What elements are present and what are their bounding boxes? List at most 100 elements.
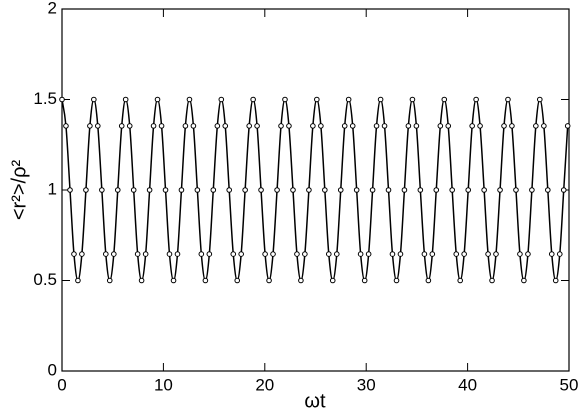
data-point <box>198 251 205 257</box>
data-point <box>465 187 472 193</box>
x-axis-label: ωt <box>304 390 326 412</box>
y-axis-label: <r²>/ρ² <box>8 160 30 221</box>
data-point <box>521 277 527 284</box>
data-point <box>111 251 117 257</box>
data-point <box>226 187 233 193</box>
data-point <box>87 123 93 129</box>
data-point <box>349 123 356 129</box>
data-point <box>461 251 467 257</box>
data-point <box>517 251 523 257</box>
data-point <box>182 123 189 129</box>
data-point <box>246 123 252 129</box>
data-point <box>103 251 109 257</box>
data-point <box>373 123 380 129</box>
data-point <box>91 96 97 103</box>
data-point <box>138 277 145 284</box>
data-point <box>314 96 320 103</box>
data-point <box>445 123 452 129</box>
data-point <box>429 251 436 257</box>
data-point <box>238 251 244 257</box>
data-point <box>274 187 280 193</box>
data-point <box>67 187 73 193</box>
data-point <box>393 277 400 284</box>
data-point <box>150 123 157 129</box>
x-tick-label: 50 <box>560 375 579 394</box>
data-point <box>270 251 276 257</box>
data-point <box>548 251 555 257</box>
data-point <box>536 96 543 103</box>
data-point <box>298 277 304 284</box>
data-point <box>329 277 336 284</box>
data-point <box>222 123 229 129</box>
data-point <box>501 123 507 129</box>
data-point <box>357 251 364 257</box>
data-point <box>405 123 412 129</box>
data-point <box>333 251 340 257</box>
data-point <box>266 277 272 284</box>
data-point <box>425 277 432 284</box>
data-point <box>417 187 424 193</box>
data-point <box>556 251 563 257</box>
data-point <box>441 96 448 103</box>
data-point <box>290 187 296 193</box>
data-point <box>509 123 515 129</box>
data-point <box>437 123 444 129</box>
data-point <box>525 251 531 257</box>
data-point <box>202 277 209 284</box>
data-point <box>381 123 388 129</box>
data-point <box>126 123 133 129</box>
data-point <box>365 251 372 257</box>
data-point <box>505 96 511 103</box>
data-point <box>552 277 559 284</box>
data-point <box>250 96 256 103</box>
data-point <box>118 123 125 129</box>
data-point <box>489 277 495 284</box>
data-point <box>485 251 491 257</box>
data-point <box>146 187 153 193</box>
data-point <box>529 187 535 193</box>
data-point <box>282 96 288 103</box>
data-point <box>262 251 268 257</box>
x-tick-label: 10 <box>154 375 173 394</box>
y-tick-label: 1.5 <box>33 89 57 108</box>
data-point <box>178 187 185 193</box>
y-tick-label: 2 <box>48 0 57 17</box>
data-point <box>206 251 213 257</box>
data-point <box>166 251 173 257</box>
y-tick-label: 0.5 <box>33 270 57 289</box>
y-tick-label: 1 <box>48 179 57 198</box>
data-point <box>170 277 177 284</box>
data-point <box>318 123 324 129</box>
data-point <box>325 251 332 257</box>
data-point <box>345 96 352 103</box>
data-point <box>409 96 416 103</box>
data-point <box>513 187 519 193</box>
data-point <box>94 123 101 129</box>
data-point <box>493 251 499 257</box>
data-point <box>533 123 539 129</box>
data-point <box>449 187 455 193</box>
plot-frame <box>61 8 570 372</box>
data-point <box>71 251 77 257</box>
y-tick-label: 0 <box>48 360 57 379</box>
data-point <box>99 187 105 193</box>
data-point <box>190 123 197 129</box>
data-point <box>210 187 217 193</box>
data-point <box>294 251 300 257</box>
data-point <box>310 123 316 129</box>
data-point <box>541 123 547 129</box>
data-point <box>254 123 260 129</box>
data-point <box>353 187 360 193</box>
data-point <box>457 277 463 284</box>
data-point <box>278 123 284 129</box>
data-point <box>59 96 65 103</box>
data-point <box>186 96 193 103</box>
data-point <box>162 187 169 193</box>
data-point <box>122 96 129 103</box>
data-point <box>469 123 475 129</box>
data-point <box>130 187 137 193</box>
data-point <box>377 96 384 103</box>
data-point <box>497 187 503 193</box>
data-point <box>361 277 368 284</box>
data-point <box>142 251 149 257</box>
